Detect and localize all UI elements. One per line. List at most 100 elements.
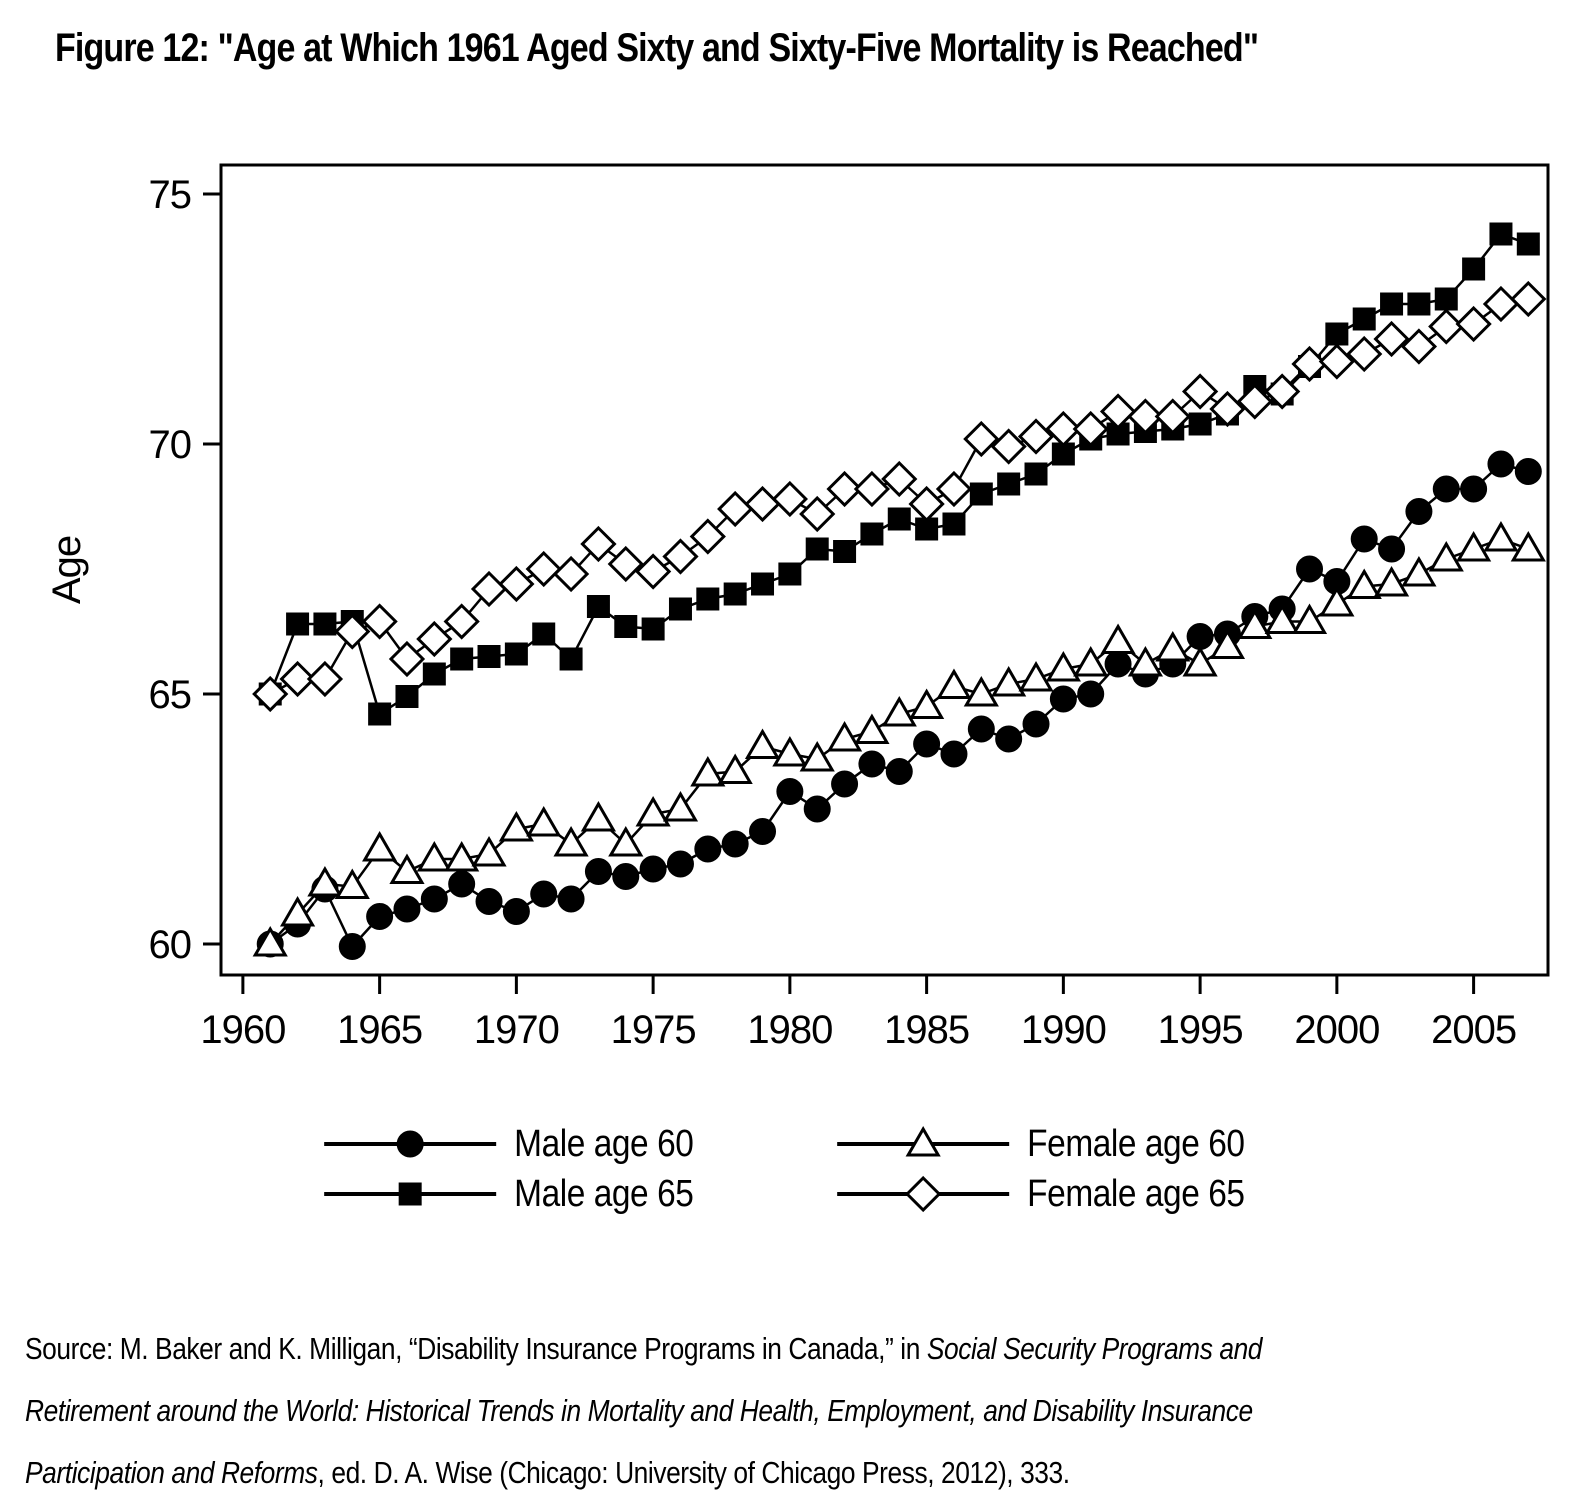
x-tick-label: 1990	[1021, 1008, 1106, 1052]
diamond-marker	[552, 555, 590, 593]
circle-marker	[885, 758, 913, 785]
diamond-marker	[826, 470, 863, 508]
x-tick-label: 1980	[747, 1008, 832, 1052]
circle-marker	[1296, 555, 1324, 583]
square-marker	[532, 622, 556, 646]
square-marker	[1489, 222, 1513, 246]
y-tick-label: 75	[149, 173, 192, 217]
triangle-marker	[444, 840, 480, 872]
square-marker	[778, 562, 802, 586]
circle-marker	[338, 933, 366, 960]
legend-label: Female age 65	[1026, 1172, 1245, 1215]
diamond-marker	[1482, 285, 1520, 323]
diamond-marker	[963, 420, 1000, 458]
square-marker	[1434, 287, 1458, 311]
triangle-marker	[1510, 530, 1546, 562]
triangle-marker	[662, 790, 699, 822]
diamond-marker	[1455, 305, 1492, 343]
square-marker	[286, 612, 310, 636]
y-axis: 60 65 70 75 Age	[45, 173, 221, 967]
y-axis-label: Age	[45, 536, 89, 604]
diamond-marker	[1291, 345, 1328, 383]
square-marker	[696, 587, 720, 611]
diamond-marker	[1510, 280, 1547, 318]
x-tick-label: 2000	[1294, 1008, 1379, 1052]
diamond-marker	[689, 518, 726, 555]
diamond-marker	[1181, 373, 1219, 410]
source-segment: Social Security Programs and Retirement …	[25, 1331, 1263, 1490]
diamond-marker	[1017, 418, 1055, 455]
circle-marker	[448, 870, 476, 898]
circle-marker	[1186, 623, 1214, 650]
circle-marker	[1022, 710, 1050, 738]
legend-square-swatch	[324, 1182, 497, 1206]
circle-marker	[393, 895, 421, 923]
square-marker	[313, 612, 337, 636]
triangle-marker	[799, 740, 835, 772]
circle-marker	[749, 818, 777, 845]
triangle-marker	[1319, 585, 1355, 617]
triangle-marker	[389, 853, 425, 884]
diamond-marker	[580, 525, 617, 563]
diamond-marker	[881, 460, 918, 498]
circle-marker	[1405, 498, 1433, 525]
x-tick-label: 1985	[884, 1008, 969, 1052]
y-tick-label: 60	[149, 923, 192, 967]
circle-marker	[530, 880, 558, 908]
diamond-marker	[1236, 383, 1273, 420]
circle-marker	[721, 830, 749, 858]
legend-triangle-swatch	[836, 1125, 1009, 1157]
circle-marker	[1049, 685, 1077, 713]
triangle-marker	[1100, 623, 1136, 654]
circle-marker	[1350, 525, 1378, 553]
square-marker	[1462, 257, 1486, 281]
triangle-marker	[498, 810, 534, 842]
square-marker	[997, 472, 1021, 496]
square-marker	[887, 507, 911, 531]
circle-marker	[1432, 475, 1460, 503]
diamond-marker	[1072, 410, 1109, 448]
triangle-marker	[772, 735, 808, 767]
triangle-marker	[471, 835, 507, 867]
square-marker	[450, 647, 474, 671]
diamond-marker	[416, 620, 453, 658]
circle-marker	[1460, 475, 1488, 503]
square-marker	[504, 642, 528, 666]
square-marker	[915, 517, 939, 541]
diamond-marker	[990, 428, 1027, 465]
triangle-marker	[1264, 603, 1300, 634]
plot-frame	[219, 163, 1550, 977]
circle-marker	[776, 778, 804, 805]
triangle-marker	[854, 713, 890, 744]
x-tick-label: 1995	[1158, 1008, 1243, 1052]
triangle-marker	[334, 868, 370, 899]
triangle-marker	[1428, 540, 1464, 572]
triangle-marker	[526, 805, 562, 837]
circle-marker	[1378, 535, 1406, 563]
square-marker	[559, 647, 583, 671]
triangle-marker	[1209, 628, 1246, 659]
diamond-marker	[1045, 410, 1082, 448]
diamond-marker	[1428, 308, 1465, 345]
legend-label: Female age 60	[1026, 1122, 1245, 1165]
square-marker	[368, 702, 392, 726]
triangle-marker	[1346, 568, 1382, 599]
diamond-marker	[1400, 328, 1438, 365]
triangle-marker	[905, 1125, 941, 1157]
y-tick-label: 65	[149, 673, 192, 717]
legend-item: Female age 65	[833, 1172, 1274, 1216]
circle-marker	[584, 858, 612, 885]
x-tick-label: 1960	[200, 1008, 285, 1052]
circle-marker	[831, 770, 859, 798]
triangle-marker	[1182, 645, 1218, 677]
diamond-marker	[607, 545, 644, 583]
diamond-marker	[525, 550, 562, 588]
circle-marker	[1104, 650, 1132, 678]
square-marker	[1380, 292, 1404, 316]
triangle-marker	[553, 825, 589, 857]
square-marker	[614, 615, 638, 638]
diamond-marker	[1209, 390, 1246, 428]
square-marker	[1516, 232, 1540, 256]
square-marker	[395, 685, 419, 708]
circle-marker	[639, 855, 667, 883]
